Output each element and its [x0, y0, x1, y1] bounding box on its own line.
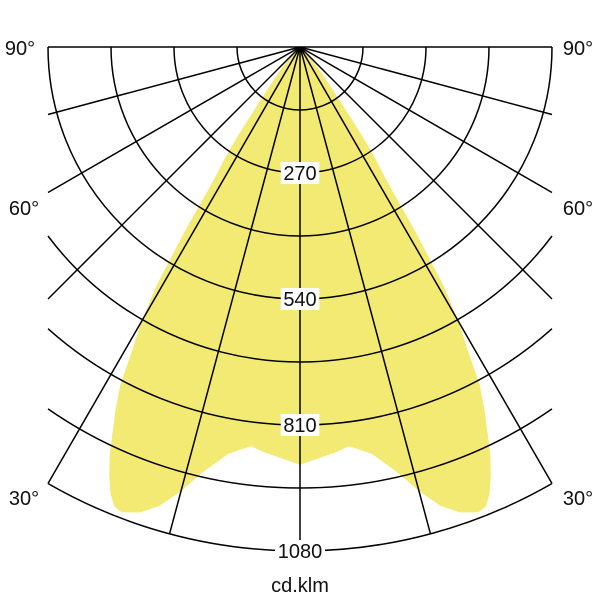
grid-radial--30	[47, 46, 301, 484]
angle-label-right-30: 30°	[563, 488, 593, 510]
tick-label-bg	[280, 288, 320, 310]
unit-label: cd.klm	[271, 575, 329, 597]
radial-tick-label-540: 540	[283, 289, 316, 311]
grid-radial-45	[299, 46, 553, 300]
radial-tick-label-810: 810	[283, 415, 316, 437]
radial-labels-layer: 270 540 810 1080	[275, 162, 325, 563]
tick-label-bg	[280, 414, 320, 436]
angle-label-left-60: 60°	[9, 198, 39, 220]
grid-radial--75	[47, 46, 301, 116]
grid-radial--60	[47, 46, 301, 194]
grid-radial-75	[299, 46, 553, 116]
tick-label-bg	[280, 162, 320, 184]
radial-tick-label-270: 270	[283, 163, 316, 185]
angle-label-left-90: 90°	[5, 38, 35, 60]
radial-tick-label-1080: 1080	[278, 541, 323, 563]
grid-radial-30	[299, 46, 553, 484]
grid-radial--15	[168, 46, 301, 535]
angle-label-right-90: 90°	[563, 38, 593, 60]
grid-radial-60	[299, 46, 553, 194]
angle-label-right-60: 60°	[563, 198, 593, 220]
grid-radial--45	[47, 46, 301, 300]
tick-label-bg	[275, 540, 325, 562]
grid-radial-15	[299, 46, 432, 535]
angle-label-left-30: 30°	[9, 488, 39, 510]
